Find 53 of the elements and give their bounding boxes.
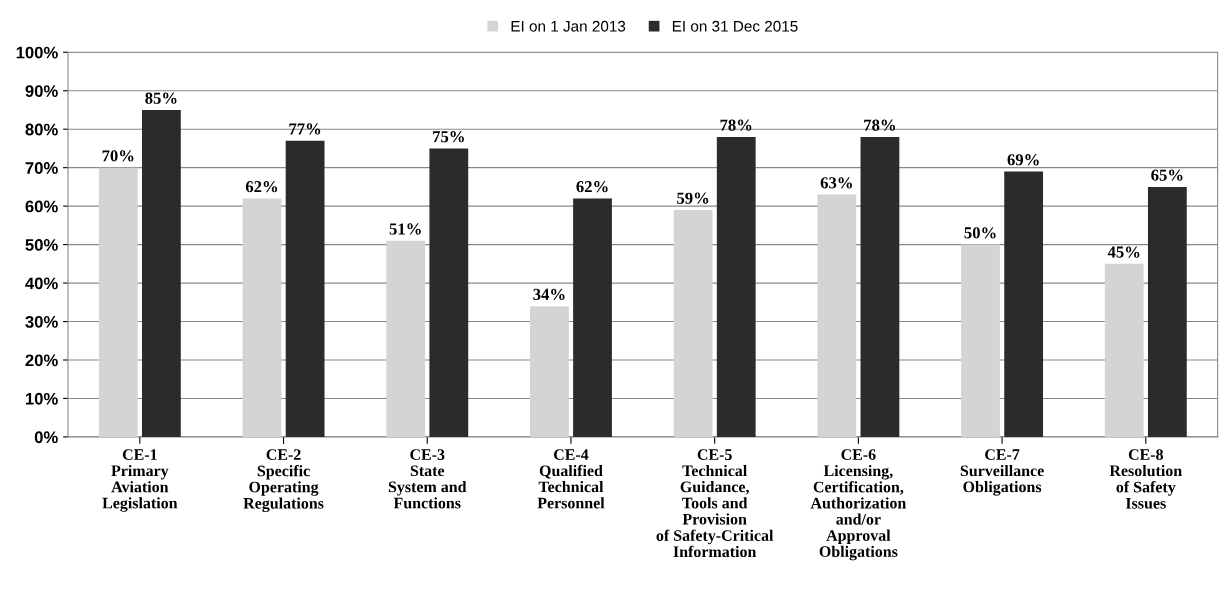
data-label: 75% (433, 131, 464, 143)
bar (961, 244, 1000, 437)
data-label: 77% (289, 123, 321, 135)
y-tick-label: 100% (16, 46, 58, 59)
data-label: 63% (820, 177, 852, 189)
bar (386, 240, 426, 437)
x-tick-label: CE-1 Primary Aviation Legislation (102, 449, 178, 512)
data-label: 85% (145, 92, 177, 104)
data-label: 69% (1007, 154, 1039, 166)
x-tick-label: CE-5 Technical Guidance, Tools and Provision of Safety-Critical Information (656, 449, 774, 558)
y-tick-label: 90% (25, 85, 58, 97)
bar (285, 140, 325, 437)
y-tick-label: 60% (25, 200, 58, 213)
bar (673, 209, 713, 437)
y-tick-label: 0% (34, 431, 58, 444)
bar (142, 109, 181, 437)
x-tick-label: CE-3 State System and Functions (388, 449, 467, 509)
data-label: 70% (102, 150, 134, 162)
x-tick-label: CE-8 Resolution of Safety Issues (1109, 449, 1182, 509)
data-label: 78% (864, 119, 896, 131)
bar (1004, 171, 1044, 437)
data-label: 51% (389, 223, 421, 235)
data-label: 59% (677, 192, 709, 204)
bar (860, 136, 900, 437)
legend-label: EI on 1 Jan 2013 (511, 20, 626, 32)
y-tick-label: 10% (25, 392, 58, 405)
bar (716, 136, 756, 437)
bar (98, 167, 138, 437)
bar (573, 198, 612, 437)
y-tick-label: 30% (25, 315, 58, 328)
data-label: 50% (964, 227, 996, 239)
bar (530, 306, 569, 437)
data-label: 62% (576, 181, 608, 193)
data-label: 62% (245, 181, 278, 193)
y-tick-label: 50% (25, 239, 58, 251)
data-label: 34% (533, 288, 565, 301)
data-label: 78% (720, 119, 752, 131)
y-tick-label: 80% (25, 123, 58, 136)
bar (1104, 263, 1144, 437)
bar (1147, 186, 1187, 437)
y-tick-label: 40% (25, 277, 58, 290)
x-tick-label: CE-6 Licensing, Certification, Authorization and/or Approval Obligations (810, 449, 907, 561)
bar (817, 194, 857, 437)
y-tick-label: 70% (25, 162, 58, 174)
x-tick-label: CE-2 Specific Operating Regulations (243, 449, 324, 513)
x-tick-label: CE-4 Qualified Technical Personnel (537, 449, 605, 509)
legend-label: EI on 31 Dec 2015 (672, 20, 798, 32)
bar (242, 198, 282, 437)
y-tick-label: 20% (25, 354, 58, 367)
data-label: 65% (1151, 169, 1183, 181)
bar (429, 148, 469, 437)
x-tick-label: CE-7 Surveillance Obligations (960, 449, 1044, 496)
data-label: 45% (1107, 246, 1140, 258)
